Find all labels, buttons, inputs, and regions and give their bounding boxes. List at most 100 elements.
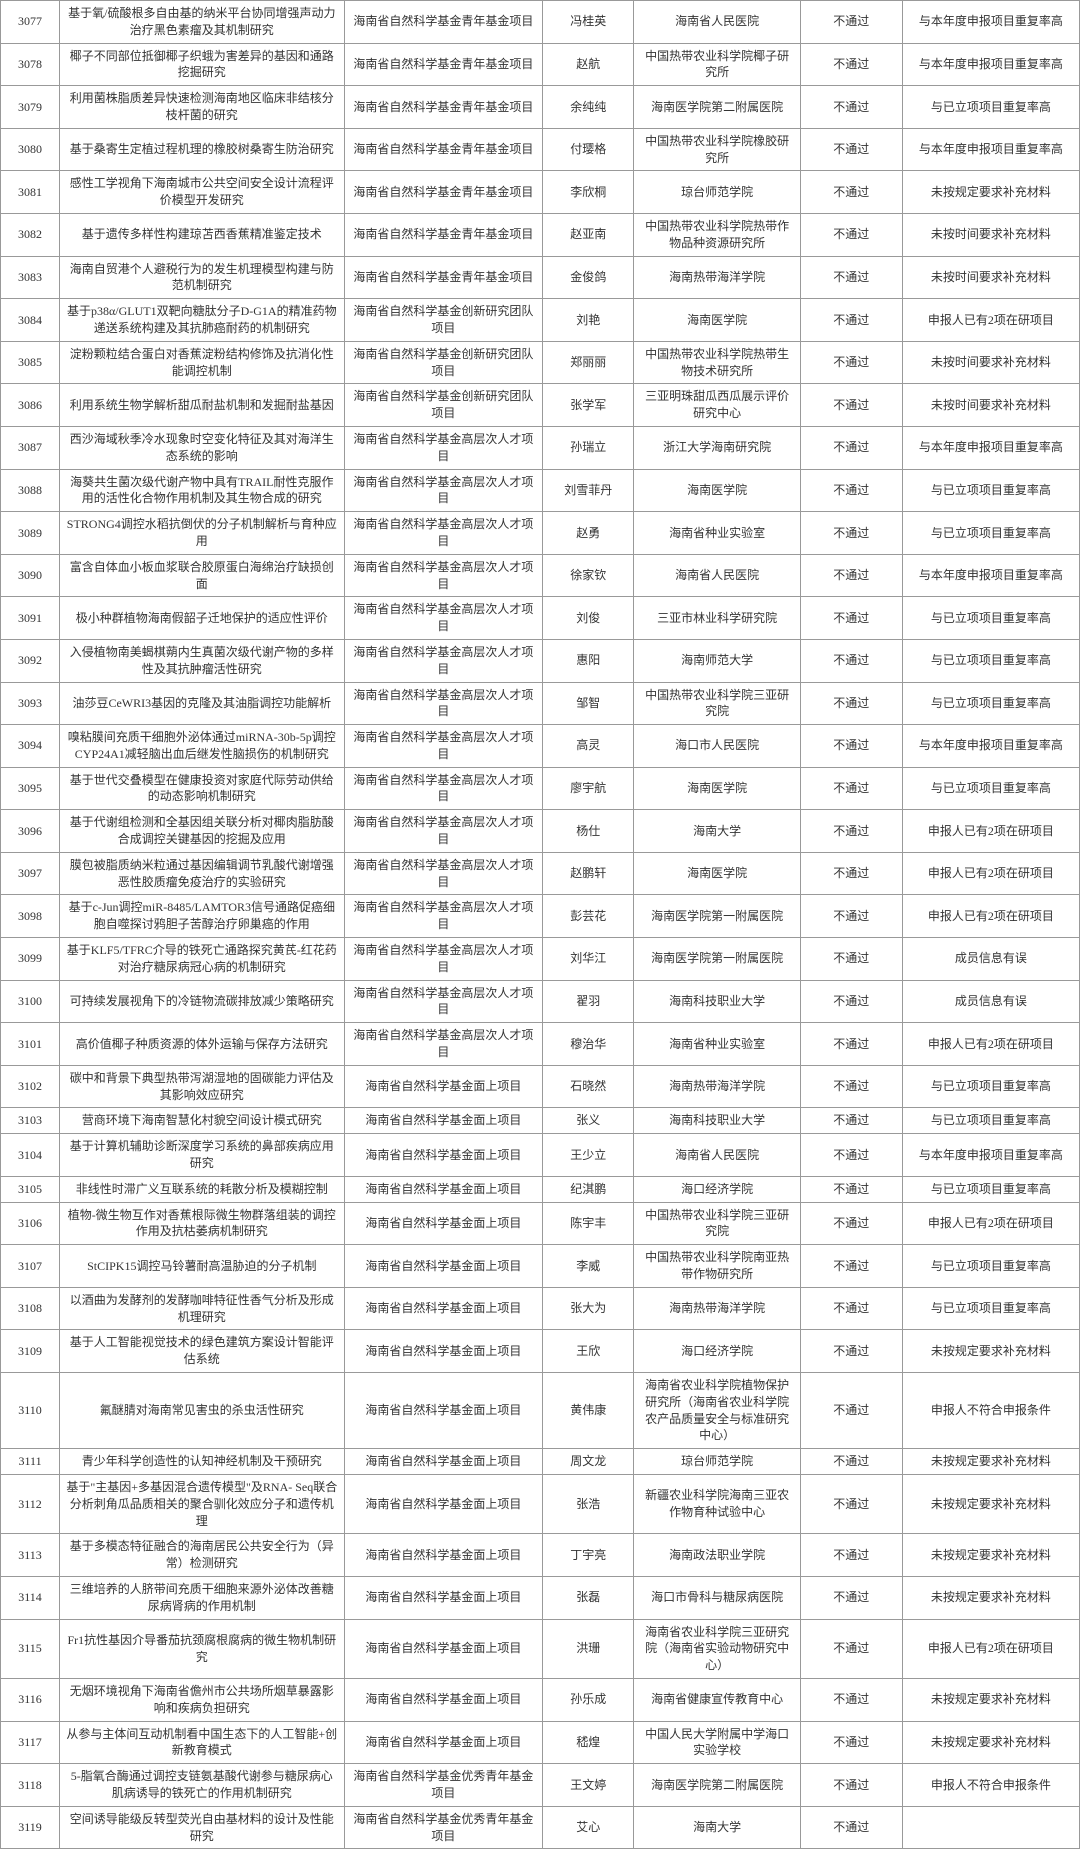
- cell-id: 3113: [1, 1534, 60, 1577]
- cell-person: 石晓然: [543, 1065, 634, 1108]
- cell-reason: 申报人已有2项在研项目: [902, 852, 1079, 895]
- cell-title: 基于桑寄生定植过程机理的橡胶树桑寄生防治研究: [60, 128, 345, 171]
- cell-type: 海南省自然科学基金面上项目: [344, 1330, 543, 1373]
- cell-id: 3107: [1, 1245, 60, 1288]
- cell-status: 不通过: [800, 895, 902, 938]
- cell-person: 王少立: [543, 1134, 634, 1177]
- table-row: 3092入侵植物南美蝎棋蒴内生真菌次级代谢产物的多样性及其抗肿瘤活性研究海南省自…: [1, 639, 1080, 682]
- cell-person: 余纯纯: [543, 86, 634, 129]
- cell-id: 3110: [1, 1373, 60, 1449]
- cell-title: 基于氧/硫酸根多自由基的纳米平台协同增强声动力治疗黑色素瘤及其机制研究: [60, 1, 345, 44]
- cell-type: 海南省自然科学基金青年基金项目: [344, 256, 543, 299]
- cell-id: 3097: [1, 852, 60, 895]
- cell-id: 3082: [1, 213, 60, 256]
- cell-id: 3081: [1, 171, 60, 214]
- cell-org: 中国热带农业科学院椰子研究所: [634, 43, 800, 86]
- cell-status: 不通过: [800, 86, 902, 129]
- cell-id: 3093: [1, 682, 60, 725]
- cell-org: 海南医学院: [634, 469, 800, 512]
- cell-id: 3109: [1, 1330, 60, 1373]
- cell-reason: 与已立项项目重复率高: [902, 1108, 1079, 1134]
- cell-title: 淀粉颗粒结合蛋白对香蕉淀粉结构修饰及抗消化性能调控机制: [60, 341, 345, 384]
- cell-id: 3103: [1, 1108, 60, 1134]
- cell-title: 基于代谢组检测和全基因组关联分析对椰肉脂肪酸合成调控关键基因的挖掘及应用: [60, 810, 345, 853]
- cell-id: 3102: [1, 1065, 60, 1108]
- cell-person: 付璎格: [543, 128, 634, 171]
- cell-reason: 与已立项项目重复率高: [902, 1245, 1079, 1288]
- cell-org: 三亚明珠甜瓜西瓜展示评价研究中心: [634, 384, 800, 427]
- cell-person: 陈宇丰: [543, 1202, 634, 1245]
- cell-id: 3094: [1, 725, 60, 768]
- cell-status: 不通过: [800, 810, 902, 853]
- cell-title: 基于p38α/GLUT1双靶向糖肽分子D-G1A的精准药物递送系统构建及其抗肺癌…: [60, 299, 345, 342]
- cell-reason: 成员信息有误: [902, 980, 1079, 1023]
- table-row: 3116无烟环境视角下海南省儋州市公共场所烟草暴露影响和疾病负担研究海南省自然科…: [1, 1678, 1080, 1721]
- cell-reason: 申报人已有2项在研项目: [902, 895, 1079, 938]
- cell-type: 海南省自然科学基金青年基金项目: [344, 43, 543, 86]
- cell-title: 基于多模态特征融合的海南居民公共安全行为（异常）检测研究: [60, 1534, 345, 1577]
- cell-type: 海南省自然科学基金面上项目: [344, 1202, 543, 1245]
- cell-reason: 与已立项项目重复率高: [902, 1176, 1079, 1202]
- cell-person: 孙瑞立: [543, 426, 634, 469]
- cell-person: 刘俊: [543, 597, 634, 640]
- cell-status: 不通过: [800, 1202, 902, 1245]
- table-row: 3097膜包被脂质纳米粒通过基因编辑调节乳酸代谢增强恶性胶质瘤免疫治疗的实验研究…: [1, 852, 1080, 895]
- cell-title: 基于KLF5/TFRC介导的铁死亡通路探究黄芪-红花药对治疗糖尿病冠心病的机制研…: [60, 938, 345, 981]
- table-row: 3101高价值椰子种质资源的体外运输与保存方法研究海南省自然科学基金高层次人才项…: [1, 1023, 1080, 1066]
- cell-status: 不通过: [800, 597, 902, 640]
- cell-id: 3089: [1, 512, 60, 555]
- cell-id: 3098: [1, 895, 60, 938]
- cell-title: 膜包被脂质纳米粒通过基因编辑调节乳酸代谢增强恶性胶质瘤免疫治疗的实验研究: [60, 852, 345, 895]
- cell-type: 海南省自然科学基金面上项目: [344, 1176, 543, 1202]
- cell-title: 基于c-Jun调控miR-8485/LAMTOR3信号通路促癌细胞自噬探讨鸦胆子…: [60, 895, 345, 938]
- table-row: 3077基于氧/硫酸根多自由基的纳米平台协同增强声动力治疗黑色素瘤及其机制研究海…: [1, 1, 1080, 44]
- cell-person: 艾心: [543, 1806, 634, 1849]
- cell-title: 以酒曲为发酵剂的发酵咖啡特征性香气分析及形成机理研究: [60, 1287, 345, 1330]
- cell-title: 从参与主体间互动机制看中国生态下的人工智能+创新教育模式: [60, 1721, 345, 1764]
- cell-status: 不通过: [800, 384, 902, 427]
- cell-id: 3111: [1, 1449, 60, 1475]
- cell-status: 不通过: [800, 1806, 902, 1849]
- cell-status: 不通过: [800, 341, 902, 384]
- cell-person: 张义: [543, 1108, 634, 1134]
- cell-status: 不通过: [800, 1678, 902, 1721]
- cell-title: 感性工学视角下海南城市公共空间安全设计流程评价模型开发研究: [60, 171, 345, 214]
- cell-status: 不通过: [800, 43, 902, 86]
- cell-id: 3108: [1, 1287, 60, 1330]
- cell-type: 海南省自然科学基金高层次人才项目: [344, 938, 543, 981]
- cell-org: 海口经济学院: [634, 1176, 800, 1202]
- cell-type: 海南省自然科学基金面上项目: [344, 1449, 543, 1475]
- cell-type: 海南省自然科学基金创新研究团队项目: [344, 299, 543, 342]
- cell-type: 海南省自然科学基金优秀青年基金项目: [344, 1806, 543, 1849]
- cell-org: 中国热带农业科学院南亚热带作物研究所: [634, 1245, 800, 1288]
- cell-id: 3117: [1, 1721, 60, 1764]
- cell-org: 琼台师范学院: [634, 1449, 800, 1475]
- cell-type: 海南省自然科学基金高层次人才项目: [344, 597, 543, 640]
- cell-person: 张浩: [543, 1474, 634, 1533]
- cell-title: 椰子不同部位抵御椰子织蛾为害差异的基因和通路挖掘研究: [60, 43, 345, 86]
- cell-status: 不通过: [800, 725, 902, 768]
- cell-status: 不通过: [800, 469, 902, 512]
- cell-id: 3105: [1, 1176, 60, 1202]
- cell-type: 海南省自然科学基金面上项目: [344, 1245, 543, 1288]
- cell-reason: 与已立项项目重复率高: [902, 597, 1079, 640]
- table-row: 3113基于多模态特征融合的海南居民公共安全行为（异常）检测研究海南省自然科学基…: [1, 1534, 1080, 1577]
- cell-person: 徐家钦: [543, 554, 634, 597]
- cell-title: 碳中和背景下典型热带泻湖湿地的固碳能力评估及其影响效应研究: [60, 1065, 345, 1108]
- cell-org: 海南省种业实验室: [634, 1023, 800, 1066]
- cell-title: 基于人工智能视觉技术的绿色建筑方案设计智能评估系统: [60, 1330, 345, 1373]
- cell-type: 海南省自然科学基金面上项目: [344, 1576, 543, 1619]
- cell-reason: 与本年度申报项目重复率高: [902, 43, 1079, 86]
- cell-type: 海南省自然科学基金面上项目: [344, 1619, 543, 1678]
- cell-type: 海南省自然科学基金面上项目: [344, 1065, 543, 1108]
- cell-org: 琼台师范学院: [634, 171, 800, 214]
- cell-status: 不通过: [800, 512, 902, 555]
- cell-type: 海南省自然科学基金青年基金项目: [344, 1, 543, 44]
- table-row: 3104基于计算机辅助诊断深度学习系统的鼻部疾病应用研究海南省自然科学基金面上项…: [1, 1134, 1080, 1177]
- cell-reason: 未按规定要求补充材料: [902, 1449, 1079, 1475]
- cell-org: 海南政法职业学院: [634, 1534, 800, 1577]
- table-row: 3109基于人工智能视觉技术的绿色建筑方案设计智能评估系统海南省自然科学基金面上…: [1, 1330, 1080, 1373]
- cell-reason: 未按规定要求补充材料: [902, 1678, 1079, 1721]
- cell-id: 3092: [1, 639, 60, 682]
- cell-type: 海南省自然科学基金面上项目: [344, 1287, 543, 1330]
